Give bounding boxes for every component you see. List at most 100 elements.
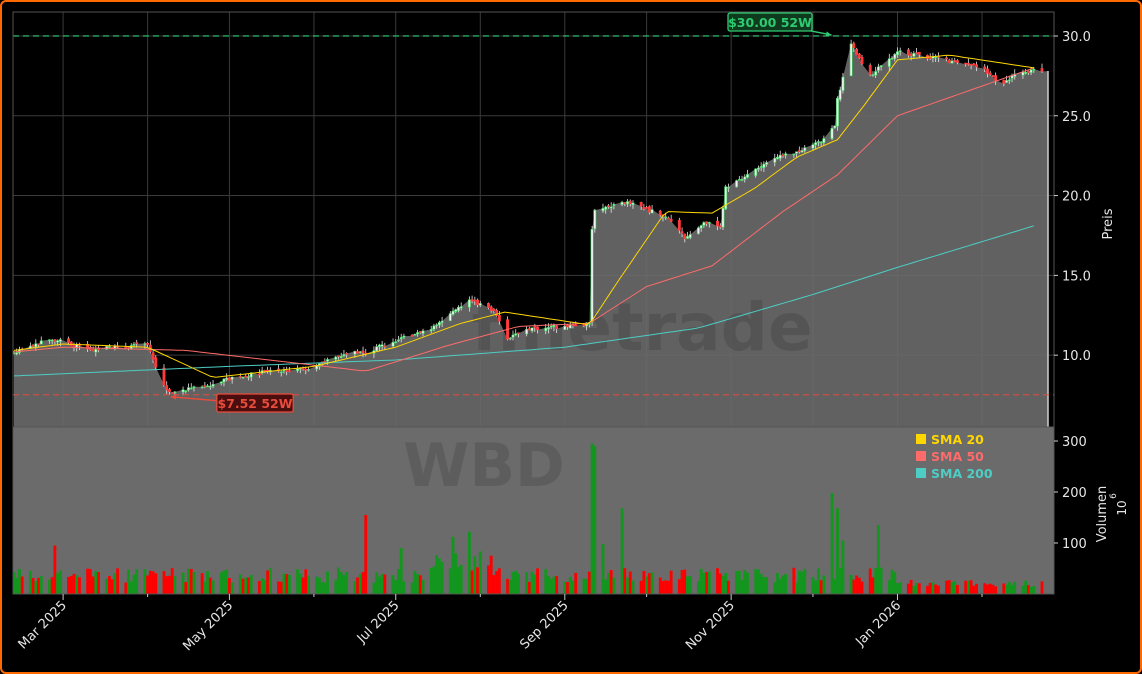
volume-bar bbox=[778, 578, 782, 594]
candle bbox=[506, 316, 509, 341]
volume-bar bbox=[170, 568, 174, 594]
volume-bar bbox=[247, 577, 250, 594]
candle-body bbox=[909, 53, 913, 56]
candle bbox=[912, 50, 916, 59]
volume-bar bbox=[797, 570, 801, 594]
volume-bar bbox=[451, 536, 455, 594]
candle-body bbox=[838, 89, 842, 100]
candle-body bbox=[1040, 68, 1044, 72]
volume-bar bbox=[726, 580, 730, 594]
candle bbox=[222, 378, 226, 387]
volume-bar bbox=[20, 576, 24, 594]
candle bbox=[53, 339, 57, 346]
volume-bars bbox=[13, 427, 1054, 594]
price-tick-label: 10.0 bbox=[1062, 349, 1091, 364]
volume-bar bbox=[410, 582, 414, 594]
volume-bar bbox=[735, 571, 739, 594]
candle-body bbox=[816, 141, 820, 143]
candle bbox=[525, 326, 529, 337]
candle-body bbox=[754, 168, 758, 177]
legend-label: SMA 50 bbox=[931, 449, 984, 464]
volume-bar bbox=[37, 577, 40, 594]
candle bbox=[797, 146, 801, 154]
candle bbox=[705, 221, 709, 227]
candle-body bbox=[666, 217, 670, 220]
volume-bar bbox=[964, 580, 968, 594]
volume-bar bbox=[574, 572, 578, 594]
candle-body bbox=[285, 370, 289, 372]
low-52w-annotation-box bbox=[216, 393, 294, 413]
candle-body bbox=[549, 325, 553, 328]
candle-body bbox=[257, 373, 261, 376]
volume-bar bbox=[677, 579, 681, 594]
volume-bar bbox=[31, 578, 35, 594]
volume-bar bbox=[702, 572, 706, 594]
volume-bar bbox=[604, 579, 608, 594]
volume-bar bbox=[372, 582, 376, 594]
candle bbox=[467, 296, 471, 312]
candle bbox=[642, 204, 646, 211]
candle-body bbox=[836, 97, 839, 127]
candle-body bbox=[225, 377, 229, 380]
candle-body bbox=[219, 381, 223, 384]
candle bbox=[148, 340, 152, 354]
volume-bar bbox=[402, 581, 406, 594]
candle bbox=[377, 343, 381, 351]
low-52w-annotation-arrowhead bbox=[170, 394, 177, 400]
candle bbox=[410, 334, 414, 337]
volume-bar bbox=[492, 575, 496, 594]
price-tick-label: 20.0 bbox=[1062, 190, 1091, 205]
candle-body bbox=[181, 389, 185, 393]
candle-body bbox=[361, 350, 365, 353]
candle bbox=[568, 321, 572, 329]
candlesticks bbox=[13, 39, 1044, 396]
candle bbox=[737, 176, 741, 181]
volume-bar bbox=[56, 572, 60, 594]
volume-bar bbox=[898, 582, 902, 594]
candle bbox=[192, 385, 196, 392]
candle-body bbox=[563, 325, 567, 331]
sma-50-line bbox=[13, 67, 1034, 372]
volume-bar bbox=[470, 570, 474, 594]
volume-bar bbox=[533, 574, 537, 594]
volume-bar bbox=[721, 575, 725, 594]
candle-body bbox=[536, 326, 539, 330]
legend-label: SMA 200 bbox=[931, 466, 993, 481]
candle-body bbox=[792, 153, 796, 156]
candle-body bbox=[279, 371, 283, 374]
candle bbox=[743, 174, 747, 183]
candle-body bbox=[437, 322, 441, 326]
candle bbox=[154, 355, 158, 371]
candle bbox=[375, 344, 379, 352]
candle bbox=[699, 224, 703, 232]
candle bbox=[988, 70, 992, 76]
volume-bar bbox=[975, 583, 978, 594]
candle-body bbox=[737, 179, 741, 181]
candle bbox=[517, 332, 520, 338]
candle bbox=[555, 324, 559, 333]
candle bbox=[650, 205, 654, 214]
candle bbox=[964, 62, 968, 67]
candle-body bbox=[547, 327, 550, 330]
volume-bar bbox=[173, 575, 177, 594]
candle bbox=[394, 339, 398, 344]
candle-body bbox=[356, 351, 360, 354]
volume-bar bbox=[459, 564, 463, 594]
candle-body bbox=[915, 52, 919, 54]
volume-bar bbox=[819, 580, 823, 594]
volume-bar bbox=[225, 569, 229, 594]
candle-body bbox=[683, 233, 687, 240]
date-tick-label: Jan 2026 bbox=[853, 598, 905, 650]
candle bbox=[604, 205, 608, 214]
candle-body bbox=[928, 57, 932, 59]
volume-bar bbox=[200, 573, 204, 594]
candle bbox=[593, 208, 597, 233]
candle-body bbox=[953, 60, 957, 62]
volume-bar bbox=[187, 568, 190, 594]
volume-bar bbox=[116, 568, 120, 594]
candle-body bbox=[988, 72, 992, 76]
candle bbox=[162, 364, 166, 387]
volume-bar bbox=[448, 568, 452, 594]
candle-body bbox=[421, 330, 425, 334]
